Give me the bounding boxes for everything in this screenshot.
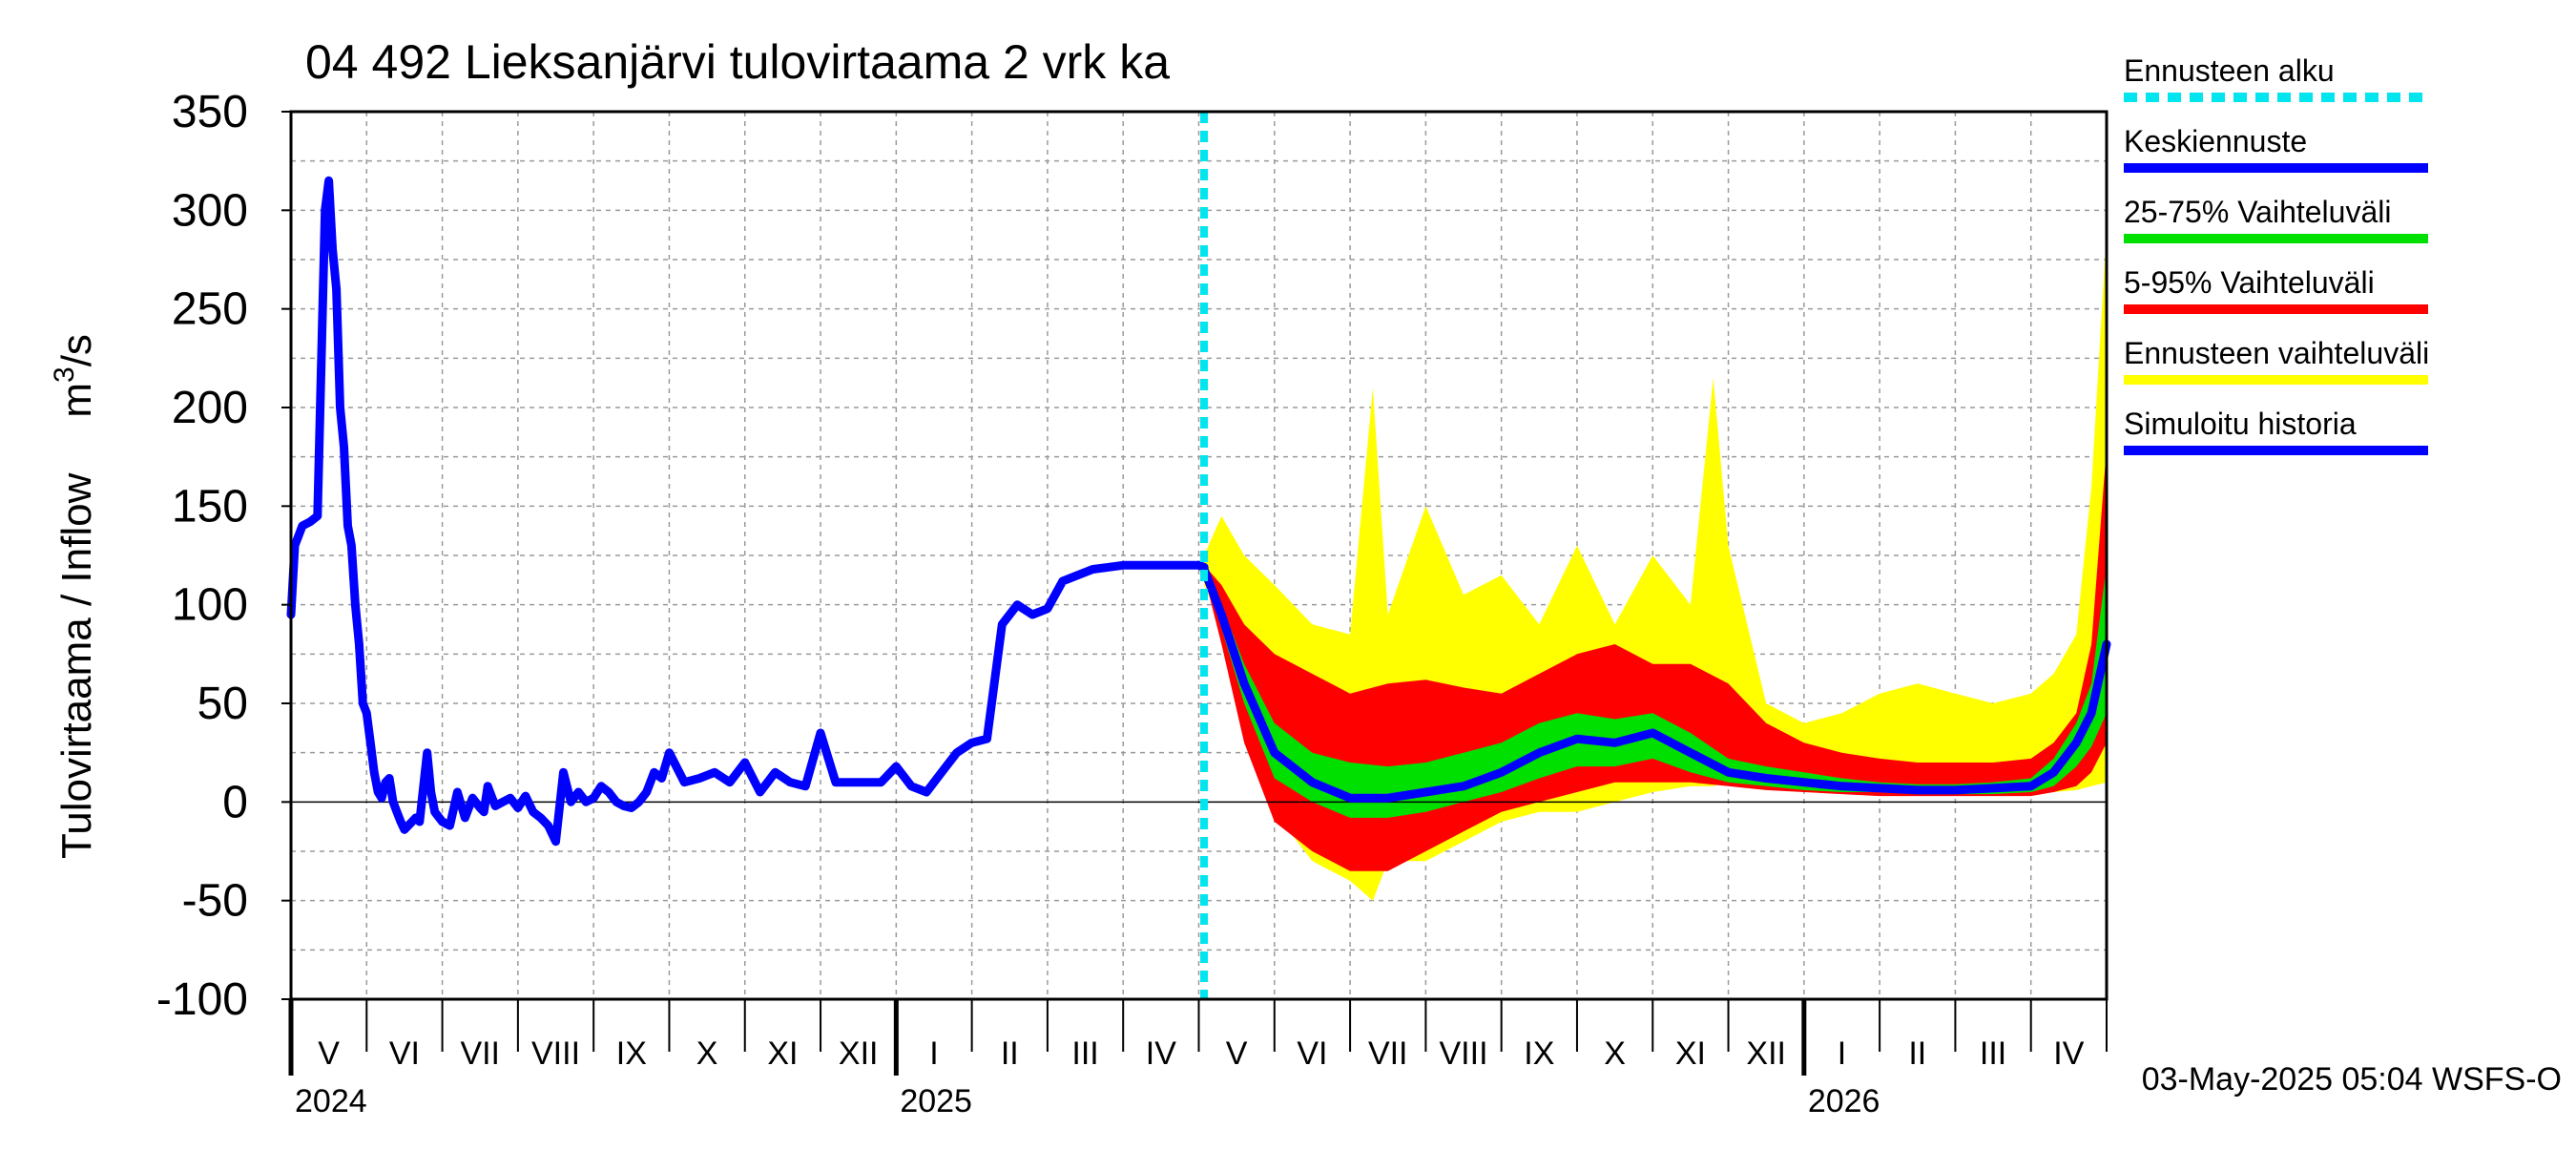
y-axis-label: Tulovirtaama / Inflow m3/s bbox=[49, 334, 100, 859]
month-label: XII bbox=[1746, 1035, 1786, 1072]
chart-title: 04 492 Lieksanjärvi tulovirtaama 2 vrk k… bbox=[305, 35, 1170, 89]
month-label: VIII bbox=[1440, 1035, 1488, 1072]
month-label: VIII bbox=[531, 1035, 580, 1072]
month-label: XI bbox=[1675, 1035, 1706, 1072]
y-tick-label: 50 bbox=[197, 679, 248, 729]
y-tick-label: 250 bbox=[172, 284, 248, 335]
y-tick-label: 200 bbox=[172, 383, 248, 433]
y-tick-label: -50 bbox=[182, 876, 248, 927]
month-label: IV bbox=[2053, 1035, 2084, 1072]
y-tick-label: 100 bbox=[172, 580, 248, 631]
month-label: VI bbox=[1297, 1035, 1327, 1072]
series-keskiennuste bbox=[1199, 565, 2111, 803]
y-tick-label: 150 bbox=[172, 481, 248, 532]
month-label: III bbox=[1071, 1035, 1098, 1072]
y-axis-unit-suffix: /s bbox=[53, 334, 100, 366]
y-tick-label: 0 bbox=[222, 777, 248, 827]
month-label: VII bbox=[460, 1035, 500, 1072]
legend-label: Keskiennuste bbox=[2124, 124, 2307, 158]
footer-timestamp: 03-May-2025 05:04 WSFS-O bbox=[2142, 1061, 2562, 1098]
legend-label: Ennusteen vaihteluväli bbox=[2124, 336, 2429, 370]
month-label: I bbox=[929, 1035, 938, 1072]
month-label: II bbox=[1908, 1035, 1926, 1072]
month-label: XII bbox=[839, 1035, 879, 1072]
year-label: 2026 bbox=[1808, 1083, 1880, 1119]
legend-label: Ennusteen alku bbox=[2124, 53, 2335, 88]
month-label: III bbox=[1980, 1035, 2006, 1072]
y-tick-label: -100 bbox=[156, 974, 248, 1025]
legend-label: 5-95% Vaihteluväli bbox=[2124, 265, 2375, 300]
y-axis-unit-sup: 3 bbox=[49, 366, 80, 383]
month-label: IV bbox=[1146, 1035, 1176, 1072]
y-axis-title: Tulovirtaama / Inflow bbox=[53, 472, 100, 859]
y-tick-label: 350 bbox=[172, 87, 248, 137]
month-label: I bbox=[1838, 1035, 1846, 1072]
month-label: X bbox=[696, 1035, 718, 1072]
legend-label: 25-75% Vaihteluväli bbox=[2124, 195, 2391, 229]
month-label: II bbox=[1001, 1035, 1019, 1072]
y-axis-unit-prefix: m bbox=[53, 383, 100, 418]
series-simuloitu-historia bbox=[286, 176, 1209, 847]
month-label: V bbox=[318, 1035, 340, 1072]
month-label: IX bbox=[1524, 1035, 1554, 1072]
month-label: IX bbox=[616, 1035, 647, 1072]
month-label: V bbox=[1226, 1035, 1248, 1072]
month-label: VII bbox=[1368, 1035, 1408, 1072]
month-label: X bbox=[1604, 1035, 1626, 1072]
y-tick-label: 300 bbox=[172, 185, 248, 236]
month-label: VI bbox=[389, 1035, 420, 1072]
year-label: 2025 bbox=[900, 1083, 972, 1119]
year-label: 2024 bbox=[295, 1083, 367, 1119]
band-25-75-vaihteluv-li bbox=[1204, 565, 2107, 818]
legend-label: Simuloitu historia bbox=[2124, 407, 2357, 441]
month-label: XI bbox=[767, 1035, 798, 1072]
